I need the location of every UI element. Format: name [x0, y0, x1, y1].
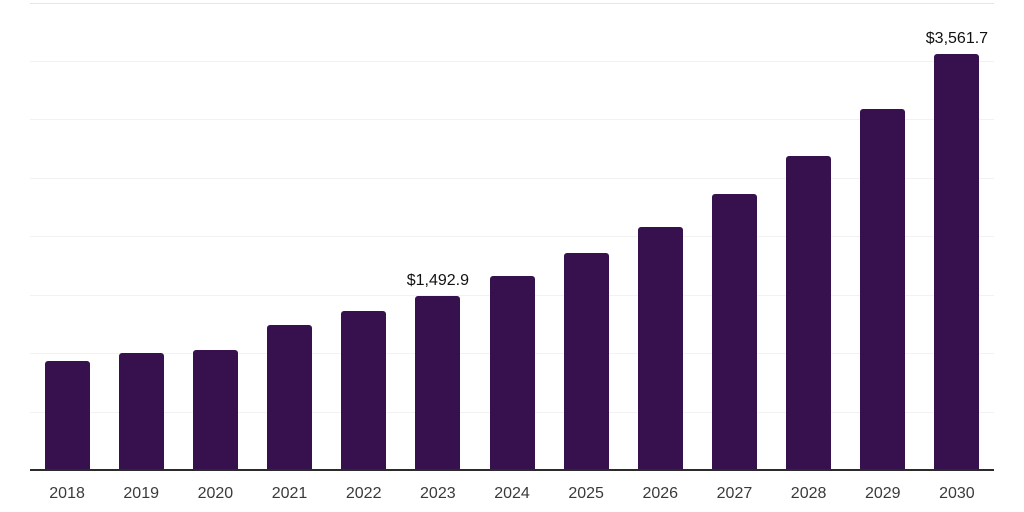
x-tick-2022: 2022: [345, 485, 382, 502]
bar-2019[interactable]: [118, 352, 164, 470]
gridline-2500: [30, 177, 994, 179]
x-tick-2024: 2024: [494, 485, 530, 502]
gridline-4000: [30, 2, 994, 4]
bar-2026[interactable]: [637, 227, 683, 470]
bar-2030[interactable]: [934, 53, 980, 470]
bar-2018[interactable]: [44, 361, 90, 470]
bar-2029[interactable]: [860, 109, 906, 470]
bar-2022[interactable]: [341, 311, 387, 470]
x-tick-2021: 2021: [271, 485, 308, 502]
x-tick-2020: 2020: [197, 485, 234, 502]
x-axis-line: [30, 469, 994, 471]
x-tick-2027: 2027: [716, 485, 753, 502]
x-tick-2026: 2026: [642, 485, 679, 502]
bar-2025[interactable]: [563, 253, 609, 470]
bar-2020[interactable]: [192, 350, 238, 470]
bar-2023[interactable]: [415, 295, 461, 470]
bar-2024[interactable]: [489, 275, 535, 470]
gridline-3500: [30, 60, 994, 62]
gridline-2000: [30, 236, 994, 238]
x-tick-2019: 2019: [123, 485, 159, 502]
bar-2027[interactable]: [711, 194, 757, 470]
x-tick-2030: 2030: [939, 485, 975, 502]
x-tick-2018: 2018: [49, 485, 85, 502]
x-tick-2029: 2029: [864, 485, 901, 502]
x-tick-2028: 2028: [790, 485, 827, 502]
data-label-2023: $1,492.9: [406, 271, 469, 289]
x-tick-2023: 2023: [420, 485, 456, 502]
x-tick-2025: 2025: [568, 485, 604, 502]
bar-2021[interactable]: [267, 325, 313, 470]
bar-2028[interactable]: [786, 156, 832, 470]
data-label-2030: $3,561.7: [925, 29, 989, 47]
gridline-3000: [30, 119, 994, 121]
